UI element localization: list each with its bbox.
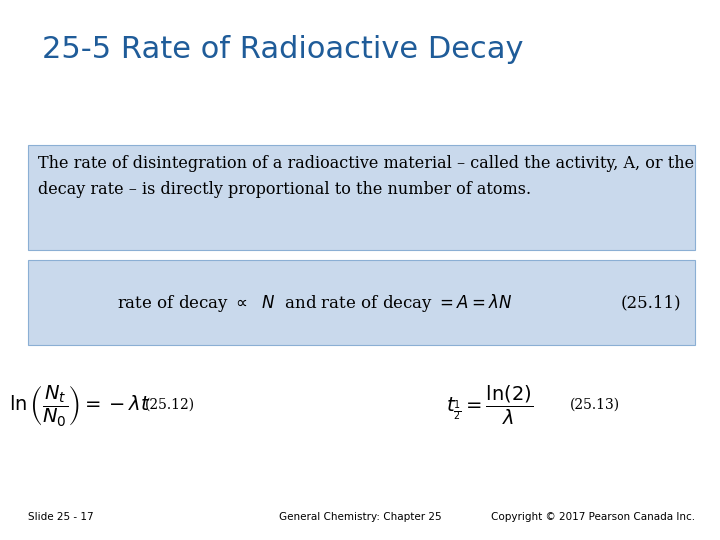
- Text: 25-5 Rate of Radioactive Decay: 25-5 Rate of Radioactive Decay: [42, 35, 523, 64]
- Text: $\ln\left(\dfrac{N_t}{N_0}\right) = -\lambda t$: $\ln\left(\dfrac{N_t}{N_0}\right) = -\la…: [9, 382, 150, 428]
- FancyBboxPatch shape: [28, 260, 695, 345]
- Text: General Chemistry: Chapter 25: General Chemistry: Chapter 25: [279, 512, 441, 522]
- Text: Slide 25 - 17: Slide 25 - 17: [28, 512, 94, 522]
- Text: (25.12): (25.12): [145, 398, 195, 412]
- FancyBboxPatch shape: [28, 145, 695, 250]
- Text: (25.11): (25.11): [621, 294, 681, 311]
- Text: $t_{\frac{1}{2}} = \dfrac{\ln(2)}{\lambda}$: $t_{\frac{1}{2}} = \dfrac{\ln(2)}{\lambd…: [446, 383, 534, 427]
- Text: Copyright © 2017 Pearson Canada Inc.: Copyright © 2017 Pearson Canada Inc.: [491, 512, 695, 522]
- Text: The rate of disintegration of a radioactive material – called the activity, A, o: The rate of disintegration of a radioact…: [38, 155, 694, 198]
- Text: rate of decay $\propto$  $N$  and rate of decay $= A = \lambda N$: rate of decay $\propto$ $N$ and rate of …: [117, 292, 513, 314]
- Text: (25.13): (25.13): [570, 398, 620, 412]
